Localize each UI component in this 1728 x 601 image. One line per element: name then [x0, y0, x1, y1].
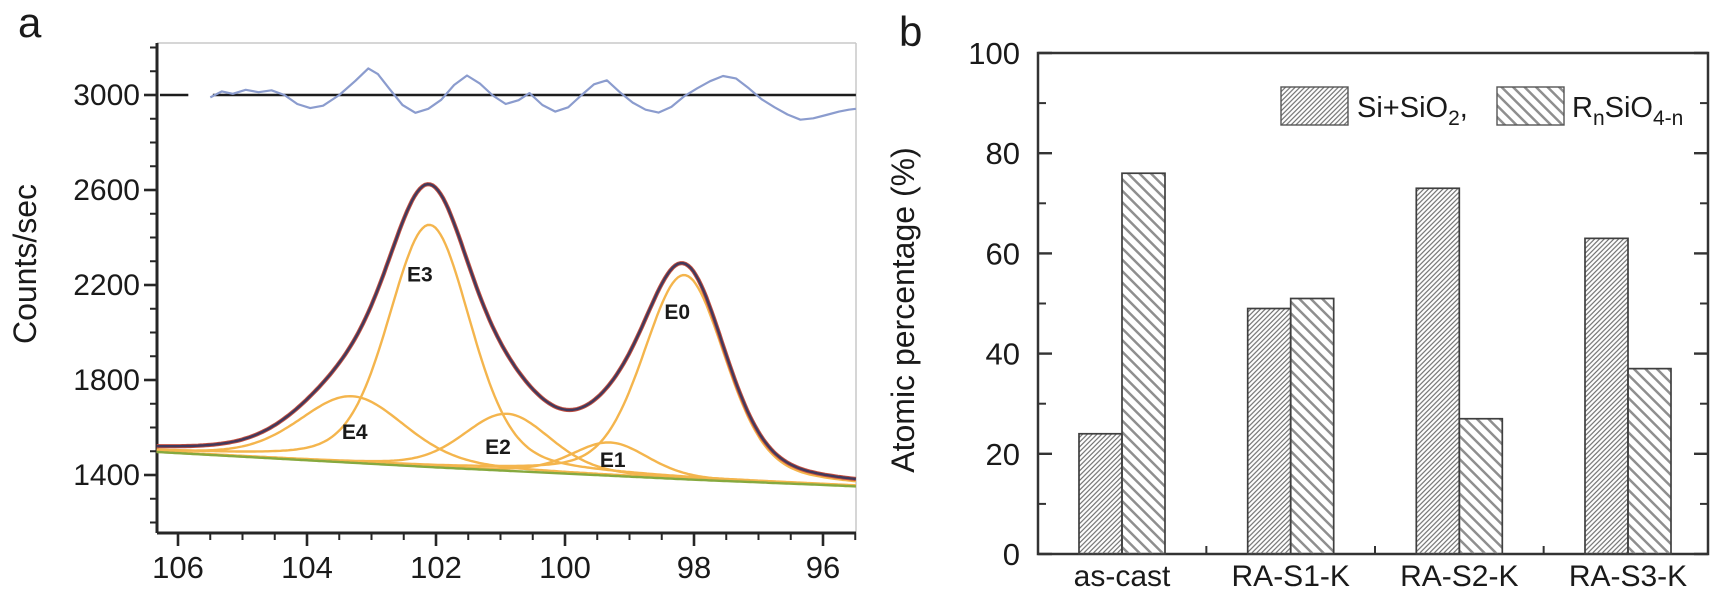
- bar-Si+SiO2-RA-S3-K: [1584, 237, 1629, 555]
- x-tick-label: 100: [539, 550, 591, 585]
- y-tick-label: 2200: [73, 269, 140, 302]
- bar-Si+SiO2-RA-S1-K: [1246, 307, 1292, 555]
- panel-b-bars: as-cast RA-S1-K RA-S2-K RA-S3-K: [1074, 172, 1687, 593]
- bar-Si+SiO2-RA-S2-K: [1415, 187, 1461, 555]
- x-tick-label: 96: [806, 550, 840, 585]
- peak-label-E1: E1: [600, 449, 626, 472]
- x-tick-label: 98: [677, 550, 711, 585]
- peak-label-E3: E3: [407, 263, 433, 286]
- atomic-percentage-panel: Atomic percentage (%) 0 20 40 60 80 100 as-ca…: [885, 36, 1710, 593]
- y-tick-label: 3000: [73, 79, 140, 112]
- y-tick-label: 0: [1003, 537, 1020, 572]
- legend-swatch-rnsio4n: [1496, 86, 1565, 126]
- legend-swatch-si-sio2: [1280, 86, 1349, 126]
- envelope-curve-data: [156, 182, 857, 481]
- bar-RnSiO4-n-as-cast: [1121, 172, 1166, 555]
- panel-b-letter: b: [899, 8, 922, 55]
- peak-label-E0: E0: [664, 301, 690, 324]
- bar-RnSiO4-n-RA-S2-K: [1458, 417, 1504, 555]
- panel-a-curves: [156, 67, 857, 488]
- bar-RnSiO4-n-RA-S3-K: [1627, 367, 1672, 555]
- x-tick-label: 104: [281, 550, 333, 585]
- panel-a-letter: a: [18, 0, 42, 46]
- category-label-RA-S2-K: RA-S2-K: [1400, 560, 1518, 593]
- panel-a-peak-labels: E4 E3 E2 E1 E0: [342, 263, 690, 472]
- peak-label-E2: E2: [485, 436, 511, 459]
- legend-label-si-sio2: Si+SiO2,: [1357, 92, 1468, 130]
- x-tick-label: 106: [152, 550, 204, 585]
- xps-spectrum-panel: Counts/sec 106 104 102 100 98 96 1400 1800 2200 2…: [7, 42, 857, 585]
- envelope-curve-fit: [156, 182, 857, 482]
- category-label-as-cast: as-cast: [1074, 560, 1171, 593]
- y-tick-label: 1400: [73, 459, 140, 492]
- panel-a-axes: 106 104 102 100 98 96 1400 1800 2200 2600 3000: [73, 42, 857, 585]
- residual-trace: [209, 67, 857, 121]
- category-label-RA-S1-K: RA-S1-K: [1232, 560, 1350, 593]
- category-label-RA-S3-K: RA-S3-K: [1569, 560, 1687, 593]
- legend-label-rnsio4n: RnSiO4-n: [1572, 92, 1683, 130]
- x-tick-label: 102: [410, 550, 462, 585]
- y-tick-label: 100: [968, 36, 1020, 71]
- y-tick-label: 60: [986, 236, 1020, 271]
- panel-a-y-axis-title: Counts/sec: [7, 184, 43, 344]
- baseline-curve: [156, 450, 856, 488]
- y-tick-label: 2600: [73, 174, 140, 207]
- legend: Si+SiO2, RnSiO4-n: [1280, 86, 1683, 130]
- bar-RnSiO4-n-RA-S1-K: [1289, 297, 1335, 555]
- panel-b-y-axis-title: Atomic percentage (%): [885, 147, 921, 472]
- y-tick-label: 80: [986, 136, 1020, 171]
- panel-b-axes: 0 20 40 60 80 100: [968, 36, 1710, 572]
- y-tick-label: 1800: [73, 364, 140, 397]
- peak-label-E4: E4: [342, 421, 368, 444]
- y-tick-label: 40: [986, 337, 1020, 372]
- bar-Si+SiO2-as-cast: [1078, 432, 1123, 555]
- y-tick-label: 20: [986, 437, 1020, 472]
